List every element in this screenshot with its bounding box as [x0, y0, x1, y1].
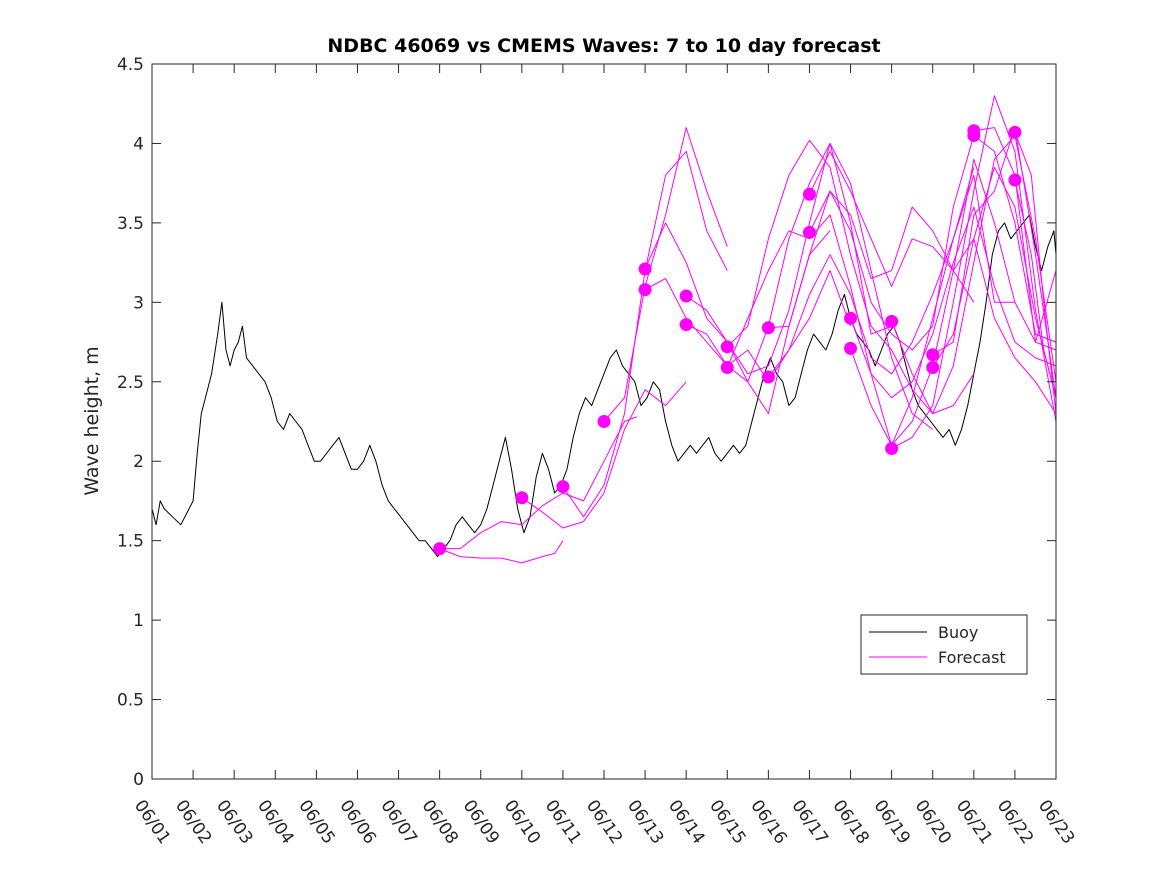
forecast-marker	[679, 318, 693, 332]
series-line-forecast	[932, 127, 1057, 398]
forecast-marker	[433, 542, 447, 556]
y-axis-label: Wave height, m	[81, 346, 103, 495]
forecast-marker	[556, 480, 570, 494]
chart-title: NDBC 46069 vs CMEMS Waves: 7 to 10 day f…	[327, 35, 880, 57]
forecast-marker	[515, 491, 529, 505]
y-tick-label: 2.5	[117, 373, 144, 393]
series-line-forecast	[850, 206, 1057, 399]
forecast-marker	[720, 340, 734, 354]
series-line-forecast	[768, 135, 975, 351]
y-tick-label: 3.5	[117, 214, 144, 234]
forecast-marker	[802, 225, 816, 239]
forecast-marker	[844, 341, 858, 355]
legend-box	[860, 614, 1028, 675]
legend-label-forecast: Forecast	[938, 648, 1006, 667]
forecast-marker	[1008, 125, 1022, 139]
series-line-forecast	[603, 127, 728, 422]
y-tick-label: 1.5	[117, 532, 144, 552]
series-line-forecast	[768, 174, 1015, 378]
series-line-forecast	[439, 416, 638, 550]
forecast-marker	[638, 283, 652, 297]
y-tick-label: 4.5	[117, 55, 144, 75]
series-line-forecast	[644, 270, 851, 383]
series-line-forecast	[932, 166, 1057, 398]
forecast-marker	[597, 415, 611, 428]
marker-layer	[433, 124, 1022, 556]
series-line-forecast	[809, 190, 975, 303]
series-line-buoy	[151, 214, 1057, 558]
series-line-forecast	[850, 158, 1057, 446]
series-line-forecast	[439, 540, 564, 564]
series-line-forecast	[1014, 132, 1057, 414]
series-line-forecast	[726, 167, 975, 446]
forecast-marker	[638, 262, 652, 276]
series-line-forecast	[809, 150, 1057, 414]
y-tick-label: 1	[133, 611, 144, 631]
series-layer	[151, 95, 1057, 564]
forecast-marker	[761, 321, 775, 335]
forecast-marker	[885, 442, 899, 456]
forecast-marker	[720, 360, 734, 374]
legend-label-buoy: Buoy	[938, 623, 978, 642]
y-axis-ticks: 0 0.5 1 1.5 2 2.5 3 3.5 4 4.5	[117, 55, 1056, 790]
forecast-marker	[844, 311, 858, 325]
forecast-marker	[802, 187, 816, 201]
y-tick-label: 0	[133, 770, 144, 790]
legend: Buoy Forecast	[860, 614, 1028, 675]
forecast-marker	[761, 370, 775, 384]
forecast-marker	[1008, 173, 1022, 187]
y-tick-label: 2	[133, 452, 144, 472]
forecast-marker	[926, 348, 940, 362]
series-line-forecast	[521, 381, 687, 529]
series-line-forecast	[685, 142, 892, 375]
forecast-marker	[967, 129, 981, 142]
series-line-forecast	[1014, 179, 1057, 398]
series-line-forecast	[891, 135, 1057, 415]
y-tick-label: 0.5	[117, 691, 144, 711]
y-tick-label: 4	[133, 134, 144, 154]
forecast-marker	[926, 360, 940, 374]
series-line-forecast	[891, 95, 1057, 449]
forecast-marker	[885, 314, 899, 328]
forecast-marker	[679, 289, 693, 303]
y-tick-label: 3	[133, 293, 144, 313]
